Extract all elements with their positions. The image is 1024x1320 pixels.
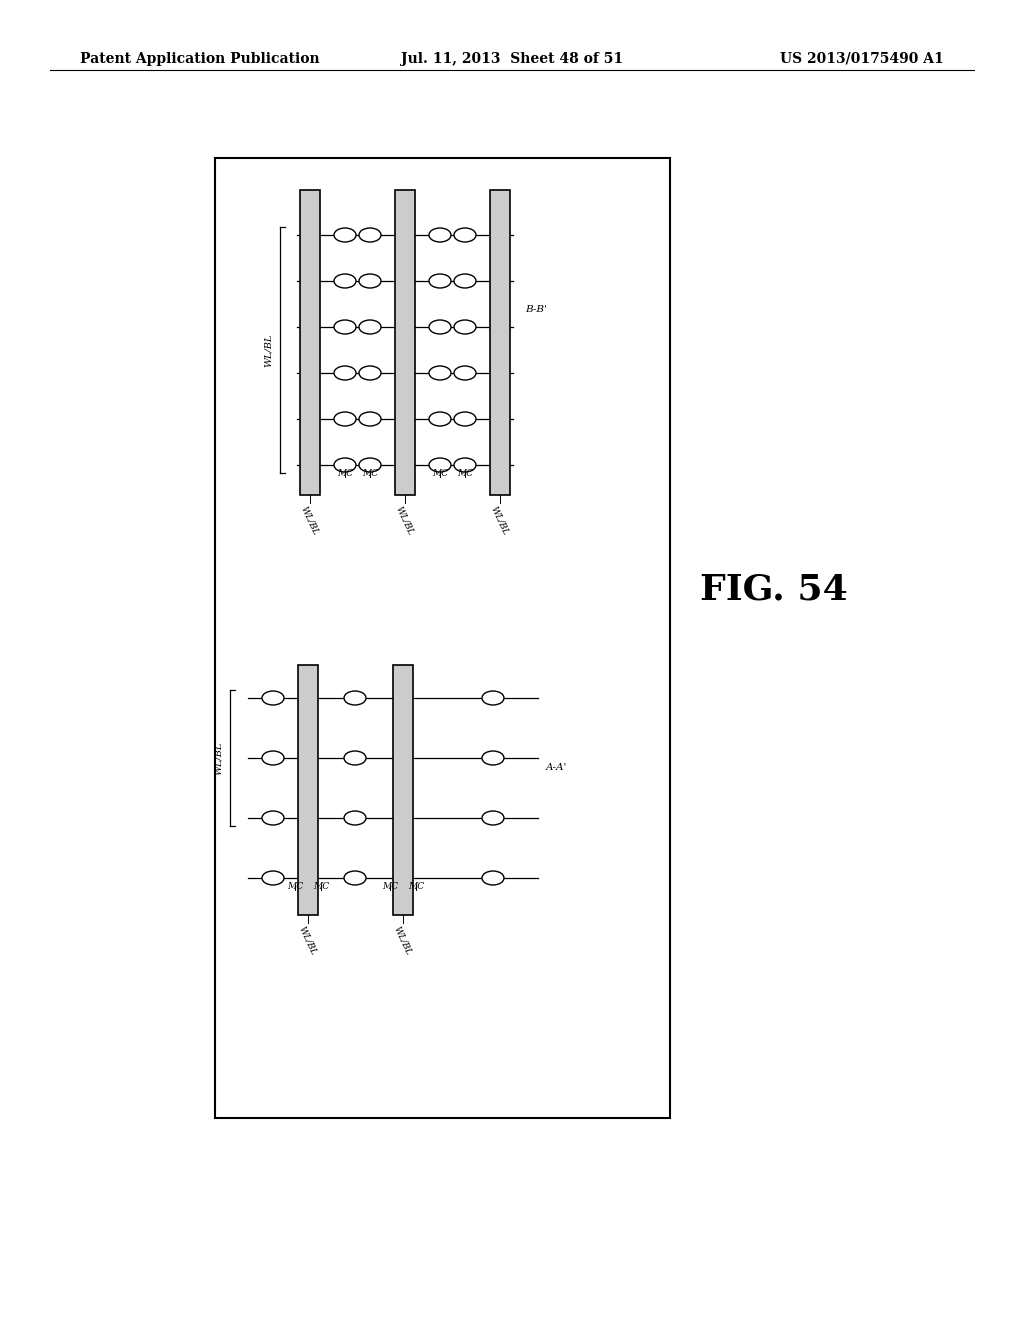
Text: MC: MC [313,882,329,891]
Ellipse shape [482,871,504,884]
Ellipse shape [454,319,476,334]
Text: WL/BL: WL/BL [394,506,416,537]
Ellipse shape [454,228,476,242]
Ellipse shape [334,412,356,426]
Ellipse shape [359,228,381,242]
Bar [490,190,510,495]
Text: Jul. 11, 2013  Sheet 48 of 51: Jul. 11, 2013 Sheet 48 of 51 [401,51,623,66]
Ellipse shape [262,810,284,825]
Ellipse shape [429,366,451,380]
Bar [215,158,670,1118]
Text: WL/BL: WL/BL [299,506,321,537]
Text: FIG. 54: FIG. 54 [700,573,848,607]
Ellipse shape [454,412,476,426]
Ellipse shape [262,871,284,884]
Ellipse shape [262,751,284,766]
Ellipse shape [482,751,504,766]
Ellipse shape [344,751,366,766]
Bar [393,665,413,915]
Ellipse shape [344,690,366,705]
Text: MC: MC [337,469,353,478]
Ellipse shape [482,810,504,825]
Text: B-B': B-B' [525,305,547,314]
Ellipse shape [334,228,356,242]
Text: WL/BL: WL/BL [392,925,414,957]
Text: MC: MC [432,469,449,478]
Text: WL/BL: WL/BL [263,334,272,367]
Ellipse shape [334,319,356,334]
Text: MC: MC [382,882,398,891]
Bar [300,190,319,495]
Text: WL/BL: WL/BL [489,506,511,537]
Ellipse shape [334,458,356,473]
Ellipse shape [429,458,451,473]
Text: A-A': A-A' [546,763,567,772]
Bar [298,665,318,915]
Ellipse shape [359,412,381,426]
Ellipse shape [429,275,451,288]
Text: Patent Application Publication: Patent Application Publication [80,51,319,66]
Text: MC: MC [408,882,424,891]
Ellipse shape [429,412,451,426]
Ellipse shape [454,458,476,473]
Ellipse shape [359,366,381,380]
Ellipse shape [482,690,504,705]
Ellipse shape [359,275,381,288]
Ellipse shape [344,810,366,825]
Text: US 2013/0175490 A1: US 2013/0175490 A1 [780,51,944,66]
Text: MC: MC [457,469,473,478]
Text: MC: MC [361,469,378,478]
Text: WL/BL: WL/BL [213,742,222,775]
Text: MC: MC [287,882,303,891]
Ellipse shape [454,366,476,380]
Ellipse shape [334,366,356,380]
Ellipse shape [359,319,381,334]
Ellipse shape [334,275,356,288]
Ellipse shape [429,319,451,334]
Bar [395,190,415,495]
Ellipse shape [454,275,476,288]
Ellipse shape [262,690,284,705]
Ellipse shape [429,228,451,242]
Text: WL/BL: WL/BL [297,925,318,957]
Ellipse shape [344,871,366,884]
Ellipse shape [359,458,381,473]
